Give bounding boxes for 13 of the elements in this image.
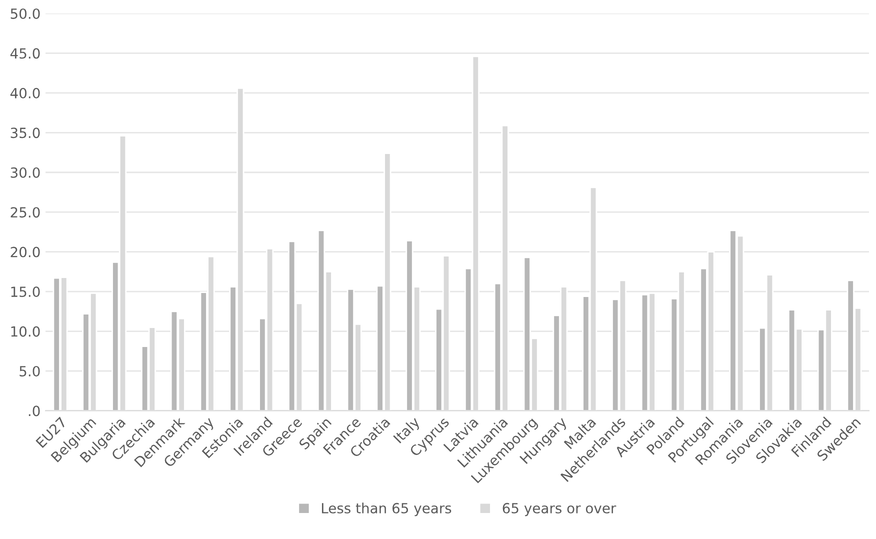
y-tick-label: 10.0 (11, 326, 40, 337)
y-tick-label: 20.0 (10, 246, 40, 258)
y-tick-label: 25.0 (10, 207, 40, 218)
y-tick-label: 15.0 (11, 286, 40, 298)
y-tick-label: .0 (28, 406, 40, 416)
y-tick-label: 50.0 (10, 8, 40, 19)
y-tick-label: 30.0 (10, 167, 40, 178)
y-tick-label: 35.0 (10, 128, 40, 138)
y-tick-label: 45.0 (10, 48, 40, 59)
y-tick-label: 40.0 (10, 88, 40, 98)
legend-label: 65 years or over (502, 502, 616, 516)
legend-label: Less than 65 years (322, 502, 452, 516)
y-tick-label: 5.0 (20, 366, 40, 376)
